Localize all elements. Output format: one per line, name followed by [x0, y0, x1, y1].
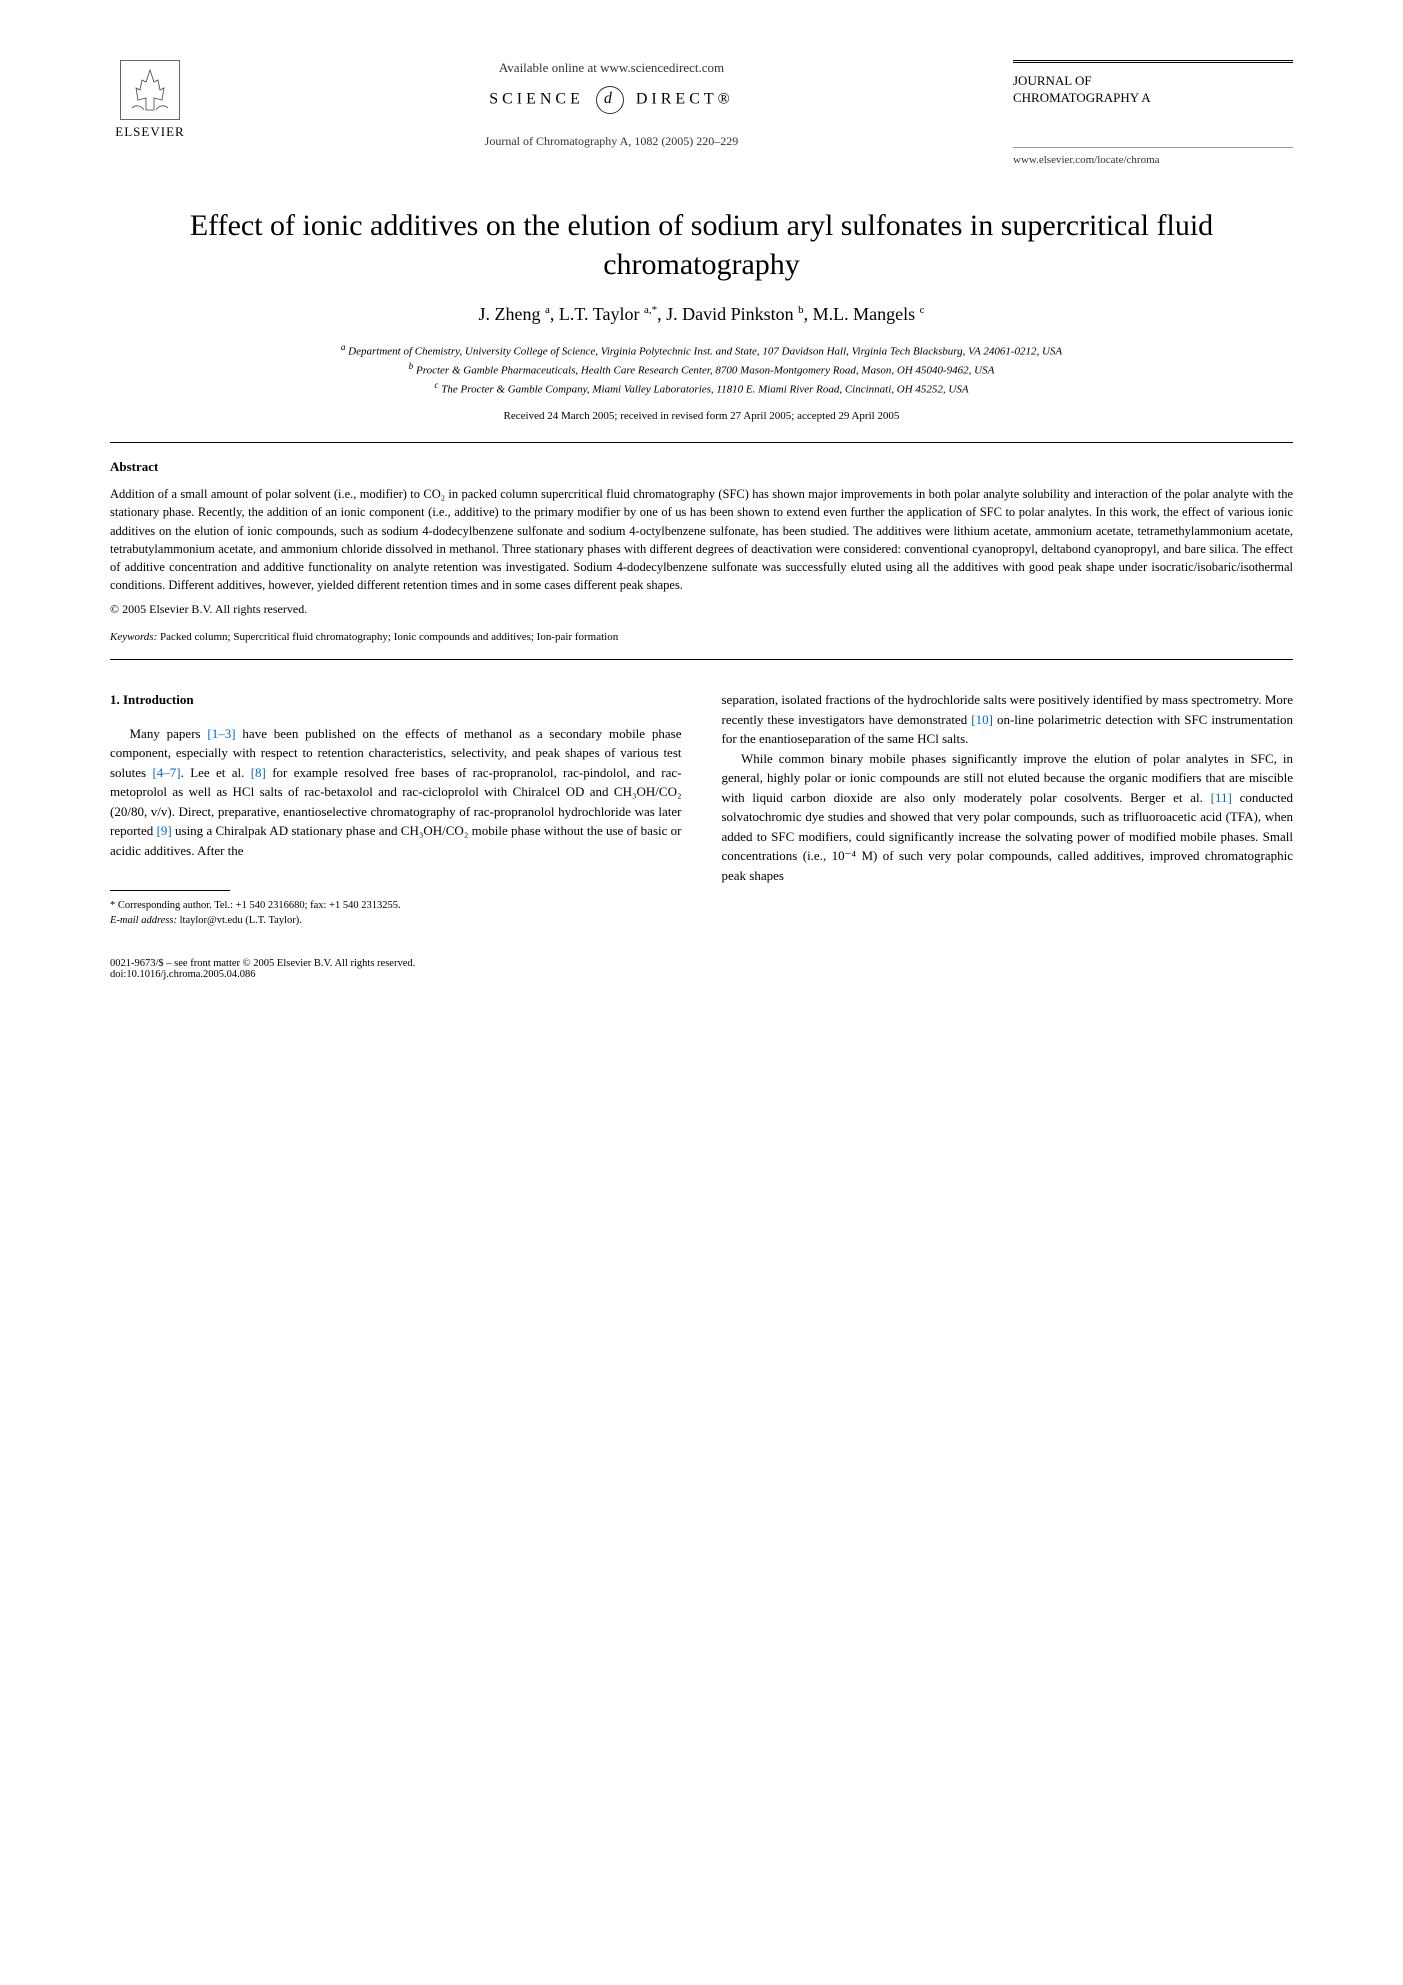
available-online-text: Available online at www.sciencedirect.co…: [230, 60, 993, 76]
email-line: E-mail address: ltaylor@vt.edu (L.T. Tay…: [110, 914, 682, 929]
ref-4-7[interactable]: [4–7]: [152, 765, 180, 780]
issn-line: 0021-9673/$ – see front matter © 2005 El…: [110, 958, 1293, 969]
affiliation-a: a Department of Chemistry, University Co…: [110, 341, 1293, 360]
header-center: Available online at www.sciencedirect.co…: [210, 60, 1013, 149]
ref-8[interactable]: [8]: [251, 765, 266, 780]
keywords-label: Keywords:: [110, 631, 157, 643]
affiliations: a Department of Chemistry, University Co…: [110, 341, 1293, 398]
p2-text-1: While common binary mobile phases signif…: [722, 751, 1294, 805]
sciencedirect-right: DIRECT®: [636, 91, 734, 108]
intro-para-2: While common binary mobile phases signif…: [722, 749, 1294, 886]
corresponding-line: * Corresponding author. Tel.: +1 540 231…: [110, 899, 682, 914]
author-4: M.L. Mangels c: [813, 304, 925, 324]
column-right: separation, isolated fractions of the hy…: [722, 690, 1294, 928]
journal-name-line2: CHROMATOGRAPHY A: [1013, 90, 1293, 107]
author-2-name: L.T. Taylor: [559, 304, 640, 324]
rule-above-abstract: [110, 442, 1293, 443]
tree-icon: [122, 62, 178, 118]
doi-line: doi:10.1016/j.chroma.2005.04.086: [110, 969, 1293, 980]
affiliation-b: b Procter & Gamble Pharmaceuticals, Heal…: [110, 360, 1293, 379]
citation-line: Journal of Chromatography A, 1082 (2005)…: [230, 134, 993, 149]
body-columns: 1. Introduction Many papers [1–3] have b…: [110, 690, 1293, 928]
intro-para-1: Many papers [1–3] have been published on…: [110, 724, 682, 861]
rule-below-keywords: [110, 659, 1293, 660]
ref-11[interactable]: [11]: [1211, 790, 1232, 805]
footnote-rule: [110, 890, 230, 891]
affiliation-c-text: The Procter & Gamble Company, Miami Vall…: [441, 384, 968, 396]
p1-text-5: using a Chiralpak AD stationary phase an…: [110, 823, 682, 858]
corresponding-author-footnote: * Corresponding author. Tel.: +1 540 231…: [110, 899, 682, 928]
publisher-logo-block: ELSEVIER: [110, 60, 210, 150]
ref-10[interactable]: [10]: [971, 712, 993, 727]
elsevier-tree-icon: [120, 60, 180, 120]
author-3-aff: b: [798, 304, 804, 316]
intro-para-1-cont: separation, isolated fractions of the hy…: [722, 690, 1294, 749]
column-left: 1. Introduction Many papers [1–3] have b…: [110, 690, 682, 928]
article-dates: Received 24 March 2005; received in revi…: [110, 410, 1293, 422]
p1-text-1: Many papers: [130, 726, 208, 741]
email-label: E-mail address:: [110, 915, 177, 926]
abstract-heading: Abstract: [110, 459, 1293, 475]
sciencedirect-d-icon: [596, 86, 624, 114]
footer: 0021-9673/$ – see front matter © 2005 El…: [110, 958, 1293, 980]
journal-name-line1: JOURNAL OF: [1013, 73, 1293, 90]
affiliation-a-text: Department of Chemistry, University Coll…: [348, 345, 1062, 357]
article-title: Effect of ionic additives on the elution…: [110, 206, 1293, 284]
author-list: J. Zheng a, L.T. Taylor a,*, J. David Pi…: [110, 304, 1293, 325]
journal-title-box: JOURNAL OF CHROMATOGRAPHY A: [1013, 60, 1293, 107]
copyright-line: © 2005 Elsevier B.V. All rights reserved…: [110, 602, 1293, 617]
journal-url: www.elsevier.com/locate/chroma: [1013, 147, 1293, 166]
affiliation-c: c The Procter & Gamble Company, Miami Va…: [110, 379, 1293, 398]
p1-text-3: . Lee et al.: [181, 765, 251, 780]
author-4-aff: c: [920, 304, 925, 316]
author-3-name: J. David Pinkston: [666, 304, 794, 324]
sciencedirect-logo: SCIENCE DIRECT®: [230, 86, 993, 114]
author-1: J. Zheng a: [479, 304, 550, 324]
email-value: ltaylor@vt.edu (L.T. Taylor).: [180, 915, 302, 926]
abstract-text: Addition of a small amount of polar solv…: [110, 485, 1293, 594]
author-2: L.T. Taylor a,*: [559, 304, 657, 324]
header-right: JOURNAL OF CHROMATOGRAPHY A www.elsevier…: [1013, 60, 1293, 166]
header-row: ELSEVIER Available online at www.science…: [110, 60, 1293, 166]
author-1-name: J. Zheng: [479, 304, 541, 324]
author-1-aff: a: [545, 304, 550, 316]
ref-1-3[interactable]: [1–3]: [207, 726, 235, 741]
sciencedirect-left: SCIENCE: [489, 91, 584, 108]
publisher-name: ELSEVIER: [115, 124, 184, 140]
elsevier-logo: ELSEVIER: [110, 60, 190, 150]
author-3: J. David Pinkston b: [666, 304, 804, 324]
author-2-aff: a,*: [644, 304, 657, 316]
ref-9[interactable]: [9]: [157, 823, 172, 838]
keywords-text: Packed column; Supercritical fluid chrom…: [160, 631, 618, 643]
affiliation-b-text: Procter & Gamble Pharmaceuticals, Health…: [416, 365, 994, 377]
section-1-heading: 1. Introduction: [110, 690, 682, 710]
keywords-line: Keywords: Packed column; Supercritical f…: [110, 631, 1293, 643]
author-4-name: M.L. Mangels: [813, 304, 916, 324]
